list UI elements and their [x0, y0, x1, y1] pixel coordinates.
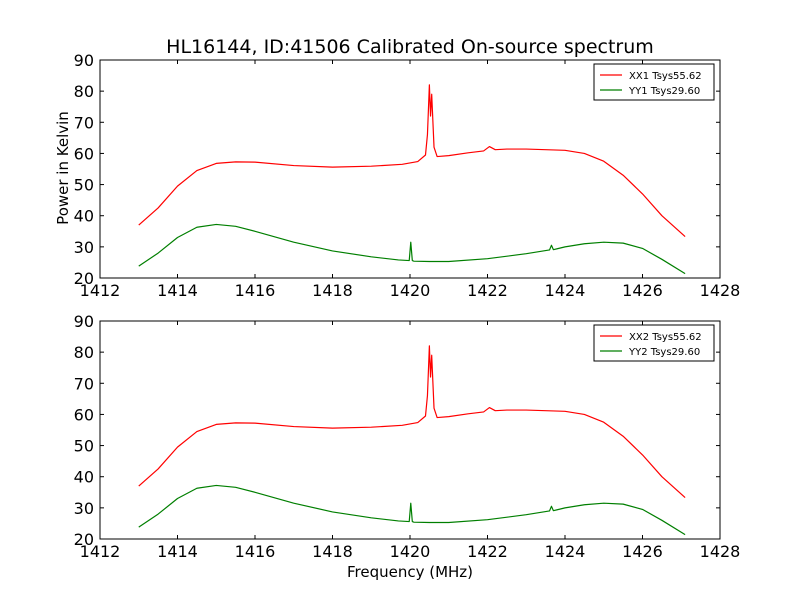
x-tick-label: 1416 [235, 542, 276, 561]
y-tick-label: 50 [74, 176, 94, 195]
series-line-xx1 [138, 84, 686, 238]
y-tick-label: 40 [74, 207, 94, 226]
legend-box [593, 324, 715, 362]
x-tick-label: 1426 [622, 281, 663, 300]
x-tick-label: 1422 [467, 542, 508, 561]
legend: XX2 Tsys55.62 YY2 Tsys29.60 [593, 324, 715, 362]
legend-entry: YY1 Tsys29.60 [628, 86, 700, 97]
x-tick-label: 1412 [80, 542, 121, 561]
y-tick-label: 60 [74, 144, 94, 163]
x-tick-label: 1418 [312, 542, 353, 561]
legend-entry: XX2 Tsys55.62 [629, 332, 702, 343]
chart-title: HL16144, ID:41506 Calibrated On-source s… [166, 36, 654, 58]
x-tick-label: 1426 [622, 542, 663, 561]
y-axis-label: Power in Kelvin [54, 111, 72, 225]
x-tick-label: 1422 [467, 281, 508, 300]
legend-entry: YY2 Tsys29.60 [628, 347, 700, 358]
y-tick-label: 40 [74, 468, 94, 487]
x-tick-label: 1428 [700, 281, 741, 300]
series-line-yy1 [138, 223, 686, 275]
x-tick-label: 1418 [312, 281, 353, 300]
x-tick-label: 1414 [157, 281, 198, 300]
y-tick-label: 80 [74, 82, 94, 101]
series-line-xx2 [138, 345, 686, 499]
x-tick-label: 1416 [235, 281, 276, 300]
y-tick-label: 60 [74, 405, 94, 424]
y-tick-label: 90 [74, 51, 94, 70]
series-line-yy2 [138, 484, 686, 536]
legend: XX1 Tsys55.62 YY1 Tsys29.60 [593, 63, 715, 101]
y-tick-label: 70 [74, 374, 94, 393]
legend-entry: XX1 Tsys55.62 [629, 71, 702, 82]
y-tick-label: 90 [74, 312, 94, 331]
x-tick-label: 1414 [157, 542, 198, 561]
legend-box [593, 63, 715, 101]
x-tick-label: 1412 [80, 281, 121, 300]
y-tick-label: 30 [74, 238, 94, 257]
x-tick-label: 1424 [545, 281, 586, 300]
y-tick-label: 30 [74, 499, 94, 518]
subplot-2: 1412 1414 1416 1418 1420 1422 1424 1426 1428 20 30… [74, 312, 741, 561]
x-tick-label: 1420 [390, 281, 431, 300]
y-tick-label: 70 [74, 113, 94, 132]
x-tick-label: 1424 [545, 542, 586, 561]
x-tick-label: 1428 [700, 542, 741, 561]
x-axis-label: Frequency (MHz) [347, 563, 473, 581]
subplots: 1412 1414 1416 1418 1420 1422 1424 1426 1428 20 30… [74, 51, 741, 561]
subplot-1: 1412 1414 1416 1418 1420 1422 1424 1426 1428 20 30… [74, 51, 741, 300]
y-tick-label: 50 [74, 437, 94, 456]
y-tick-label: 20 [74, 530, 94, 549]
y-tick-label: 20 [74, 269, 94, 288]
x-tick-label: 1420 [390, 542, 431, 561]
y-tick-label: 80 [74, 343, 94, 362]
